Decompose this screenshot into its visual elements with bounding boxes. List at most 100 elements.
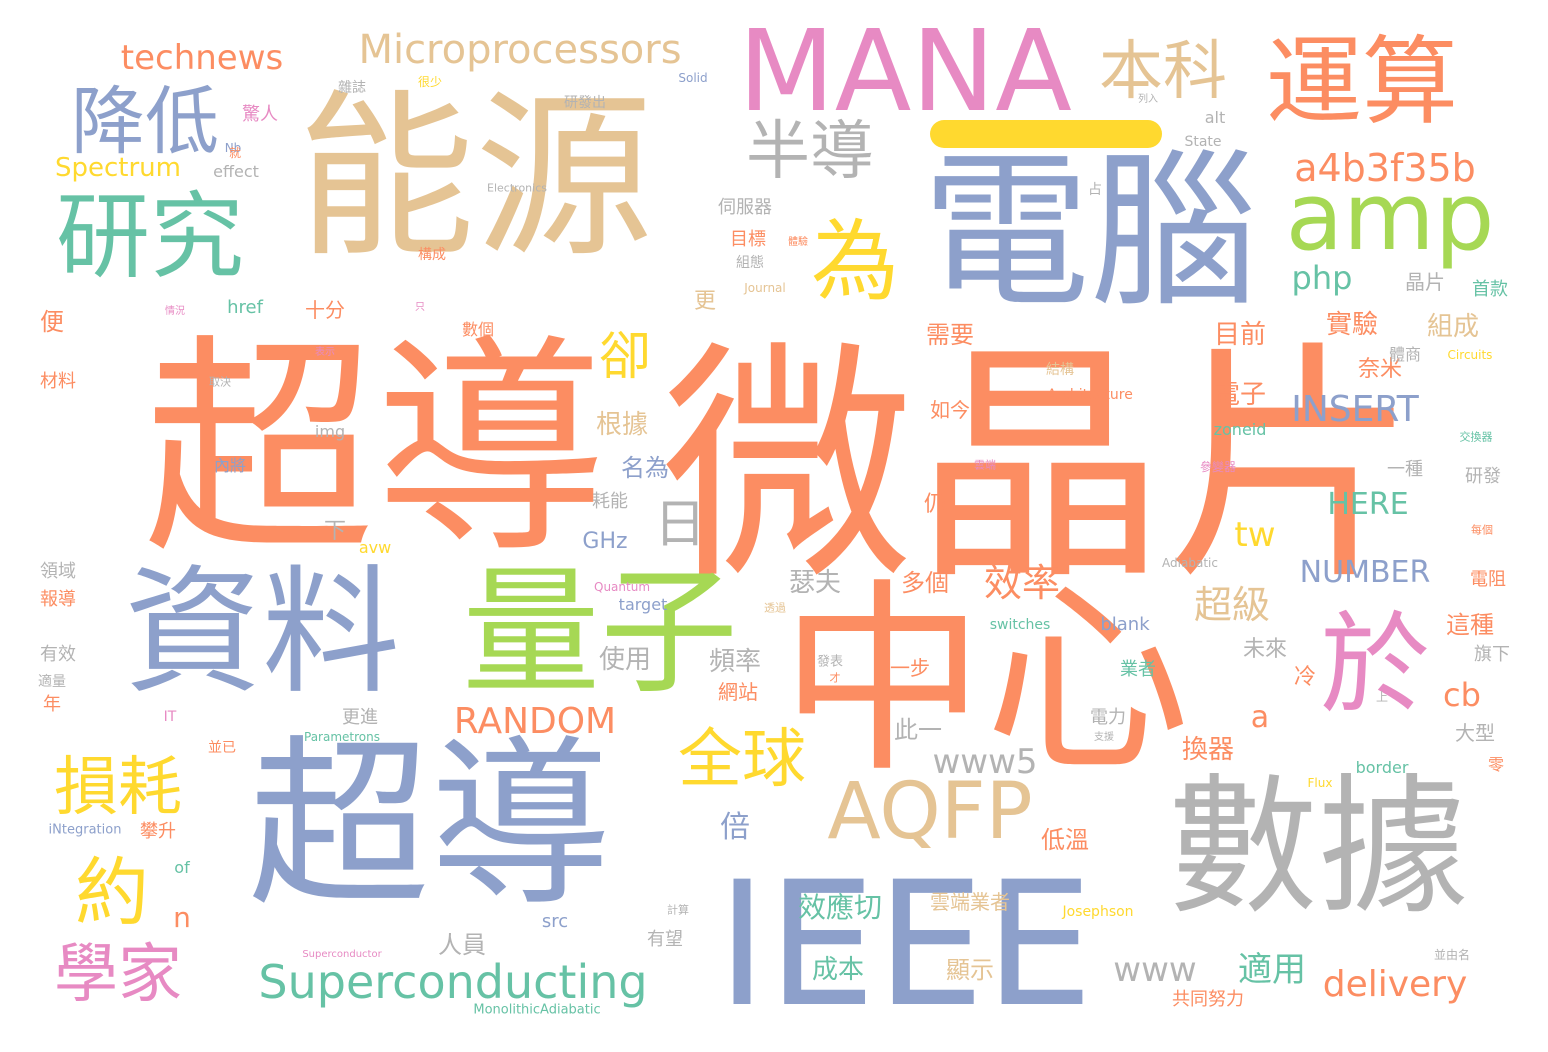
word-effect: effect bbox=[213, 162, 259, 181]
word-chip: 晶片 bbox=[1405, 270, 1445, 294]
word-experiment: 實驗 bbox=[1325, 310, 1379, 340]
word-delivery: delivery bbox=[1322, 964, 1468, 1005]
word-and-already: 並已 bbox=[208, 740, 236, 756]
word-technews: technews bbox=[120, 38, 284, 78]
word-promising: 有望 bbox=[647, 929, 683, 950]
word-josephson: Josephson bbox=[1062, 904, 1134, 920]
word-solid: Solid bbox=[678, 71, 708, 85]
word-reduce: 降低 bbox=[71, 79, 219, 165]
word-about: 約 bbox=[75, 850, 149, 936]
word-day: 日 bbox=[653, 495, 707, 555]
word-here: HERE bbox=[1327, 487, 1409, 522]
word-website: 網站 bbox=[718, 680, 758, 704]
word-each: 每個 bbox=[1471, 523, 1493, 537]
word-quantum-en: Quantum bbox=[593, 580, 651, 594]
word-zoneid: zoneid bbox=[1213, 420, 1267, 439]
word-developed: 研發出 bbox=[564, 95, 606, 111]
word-rise: 攀升 bbox=[140, 821, 176, 842]
word-calculate: 計算 bbox=[667, 903, 689, 917]
word-joint-effort: 共同努力 bbox=[1172, 989, 1244, 1010]
word-field: 領域 bbox=[40, 561, 76, 582]
word-aqfp: AQFP bbox=[827, 767, 1033, 857]
word-blank: blank bbox=[1100, 614, 1150, 635]
word-a4b3f35b: a4b3f35b bbox=[1294, 146, 1476, 190]
word-spectrum: Spectrum bbox=[55, 153, 181, 183]
word-monolithic-adiabatic: MonolithicAdiabatic bbox=[473, 1002, 601, 1018]
word-random: RANDOM bbox=[453, 701, 617, 742]
word-server: 伺服器 bbox=[718, 197, 772, 218]
word-a: a bbox=[1250, 700, 1270, 735]
word-switcher: 交換器 bbox=[1459, 430, 1493, 444]
word-research: 研究 bbox=[55, 183, 245, 292]
word-rnd: 研發 bbox=[1465, 466, 1501, 487]
word-insert: INSERT bbox=[1291, 389, 1419, 430]
word-according: 根據 bbox=[595, 410, 649, 440]
word-indicate: 表示 bbox=[315, 347, 335, 358]
word-www5: www5 bbox=[932, 742, 1038, 782]
word-amazing: 驚人 bbox=[242, 104, 278, 125]
word-converter: 換器 bbox=[1181, 735, 1235, 765]
word-vendor-body: 體商 bbox=[1388, 345, 1422, 364]
word-electronics: 電子 bbox=[1213, 380, 1267, 410]
word-border: border bbox=[1355, 758, 1409, 777]
word-still: 仍 bbox=[923, 492, 947, 517]
word-publish: 發表 bbox=[816, 654, 844, 670]
word-superconducting: Superconducting bbox=[258, 955, 648, 1009]
word-zero: 零 bbox=[1487, 755, 1505, 774]
word-material: 材料 bbox=[40, 371, 76, 392]
word-more-advanced: 更進 bbox=[342, 707, 378, 728]
word-but: 卻 bbox=[598, 327, 652, 387]
word-need: 需要 bbox=[926, 321, 974, 349]
word-n: n bbox=[173, 901, 191, 934]
word-occupy: 占 bbox=[1088, 182, 1102, 198]
word-applicable: 適用 bbox=[1238, 950, 1306, 990]
word-amp: amp bbox=[1285, 163, 1495, 272]
word-this-kind: 這種 bbox=[1446, 611, 1494, 639]
word-computer: 電腦 bbox=[922, 134, 1258, 330]
word-quantum: 量子 bbox=[461, 552, 739, 713]
word-only: 才 bbox=[829, 671, 841, 685]
word-future: 未來 bbox=[1242, 637, 1288, 662]
word-composition: 組成 bbox=[1426, 312, 1480, 342]
word-flux: Flux bbox=[1307, 776, 1333, 790]
word-nano: 奈米 bbox=[1357, 357, 1403, 382]
word-switches: switches bbox=[989, 617, 1051, 633]
word-within: 內將 bbox=[213, 456, 247, 475]
word-more: 更 bbox=[693, 289, 717, 314]
word-microchip: 微晶片 bbox=[661, 321, 1419, 614]
word-just: 就 bbox=[228, 146, 242, 160]
word-php: php bbox=[1291, 259, 1353, 297]
word-loss: 損耗 bbox=[54, 751, 182, 825]
word-it: IT bbox=[163, 709, 177, 725]
word-experience: 體驗 bbox=[788, 237, 808, 248]
word-through: 透過 bbox=[764, 601, 786, 615]
word-efficiency: 效率 bbox=[983, 561, 1061, 605]
word-semiconductor: 半導 bbox=[746, 115, 874, 189]
word-superconduct-large: 超導 bbox=[142, 315, 608, 585]
word-data-stats: 數據 bbox=[1167, 761, 1469, 935]
word-a-kind: 一種 bbox=[1387, 459, 1423, 480]
word-moderate: 適量 bbox=[38, 674, 66, 690]
word-circuits: Circuits bbox=[1447, 348, 1493, 362]
word-architecture: Architecture bbox=[1047, 387, 1133, 403]
word-report: 報導 bbox=[40, 589, 76, 610]
word-use: 使用 bbox=[598, 645, 652, 675]
word-power: 電力 bbox=[1090, 707, 1126, 728]
word-config: 組態 bbox=[736, 255, 764, 271]
word-depend: 取決 bbox=[209, 375, 231, 389]
word-tw: tw bbox=[1234, 515, 1276, 555]
word-data: 資料 bbox=[123, 552, 401, 713]
word-superconductor: Superconductor bbox=[302, 949, 382, 960]
word-large: 大型 bbox=[1455, 721, 1495, 745]
word-further: 一步 bbox=[890, 656, 930, 680]
word-scientist: 學家 bbox=[54, 938, 182, 1012]
word-cloud-small: 雲端 bbox=[974, 458, 996, 472]
word-for: 為 bbox=[810, 210, 900, 313]
word-www: www bbox=[1113, 950, 1197, 990]
word-multiple: 多個 bbox=[901, 569, 949, 597]
word-parametrons: Parametrons bbox=[304, 730, 380, 744]
word-cost: 成本 bbox=[811, 955, 865, 985]
word-img: img bbox=[314, 422, 346, 441]
word-target: 目標 bbox=[730, 229, 766, 250]
word-superconduct-blue: 超導 bbox=[248, 719, 612, 931]
